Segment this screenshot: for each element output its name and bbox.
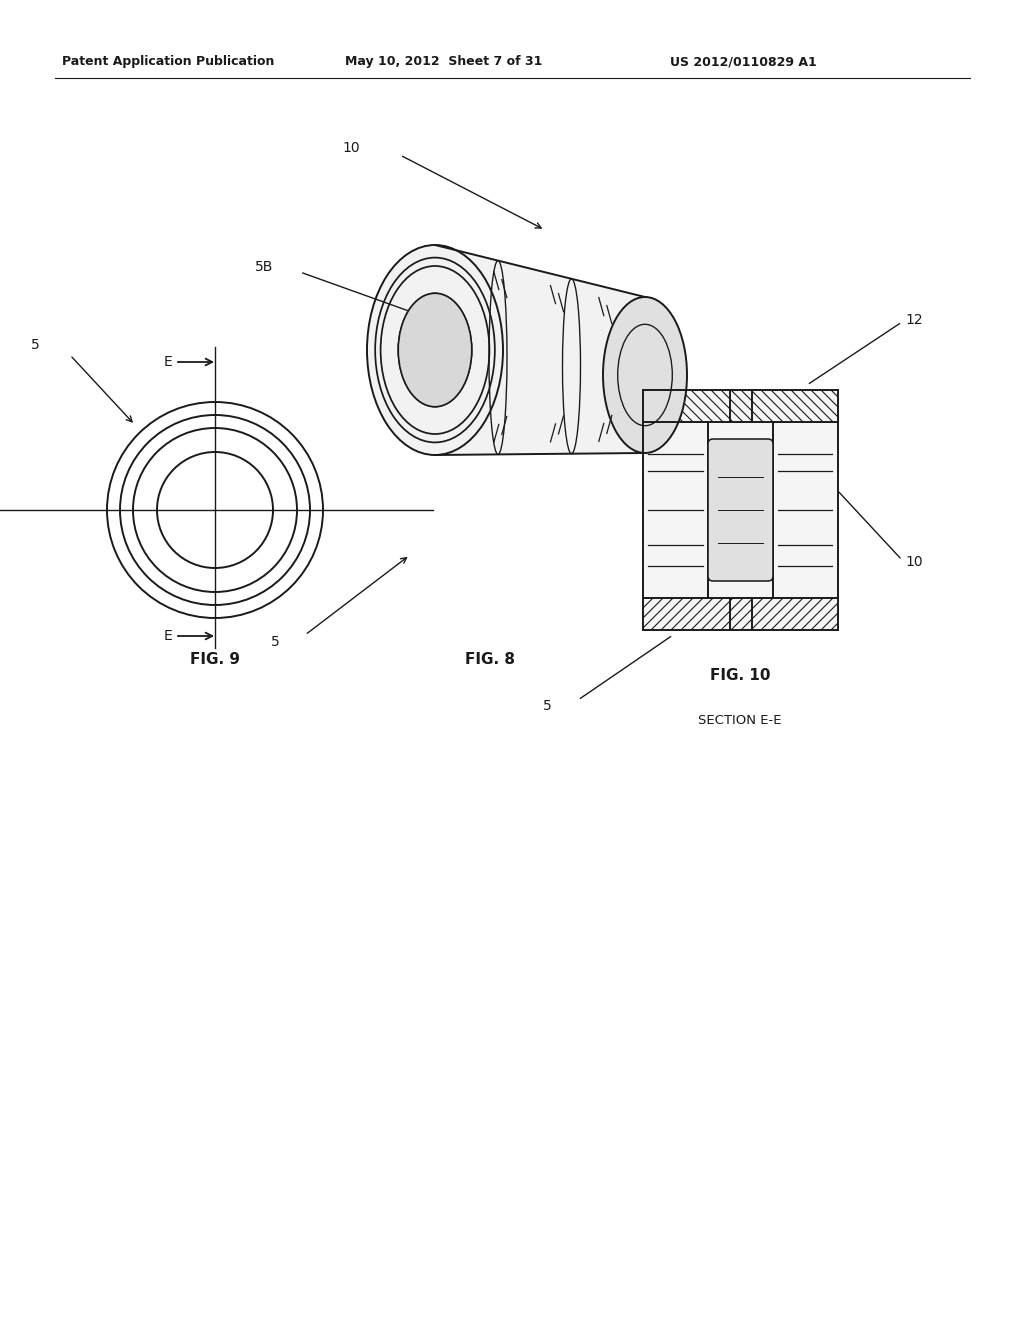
Text: FIG. 10: FIG. 10 [710,668,770,682]
Ellipse shape [367,246,503,455]
Polygon shape [643,389,837,630]
Text: US 2012/0110829 A1: US 2012/0110829 A1 [670,55,817,69]
Text: Patent Application Publication: Patent Application Publication [62,55,274,69]
Text: 10: 10 [905,554,923,569]
Bar [643,389,838,630]
Text: 5: 5 [543,700,552,713]
Text: SECTION E-E: SECTION E-E [698,714,781,726]
Text: 12: 12 [905,313,923,327]
Ellipse shape [398,293,472,407]
Text: 5: 5 [32,338,40,352]
Text: E: E [163,630,172,643]
Text: FIG. 9: FIG. 9 [190,652,240,668]
Text: 10: 10 [342,141,360,154]
Text: 5B: 5B [255,260,273,275]
Text: 5: 5 [271,635,280,649]
Text: E: E [163,355,172,370]
Ellipse shape [603,297,687,453]
Text: FIG. 8: FIG. 8 [465,652,515,668]
Text: May 10, 2012  Sheet 7 of 31: May 10, 2012 Sheet 7 of 31 [345,55,543,69]
Polygon shape [435,246,645,455]
FancyBboxPatch shape [708,440,773,581]
